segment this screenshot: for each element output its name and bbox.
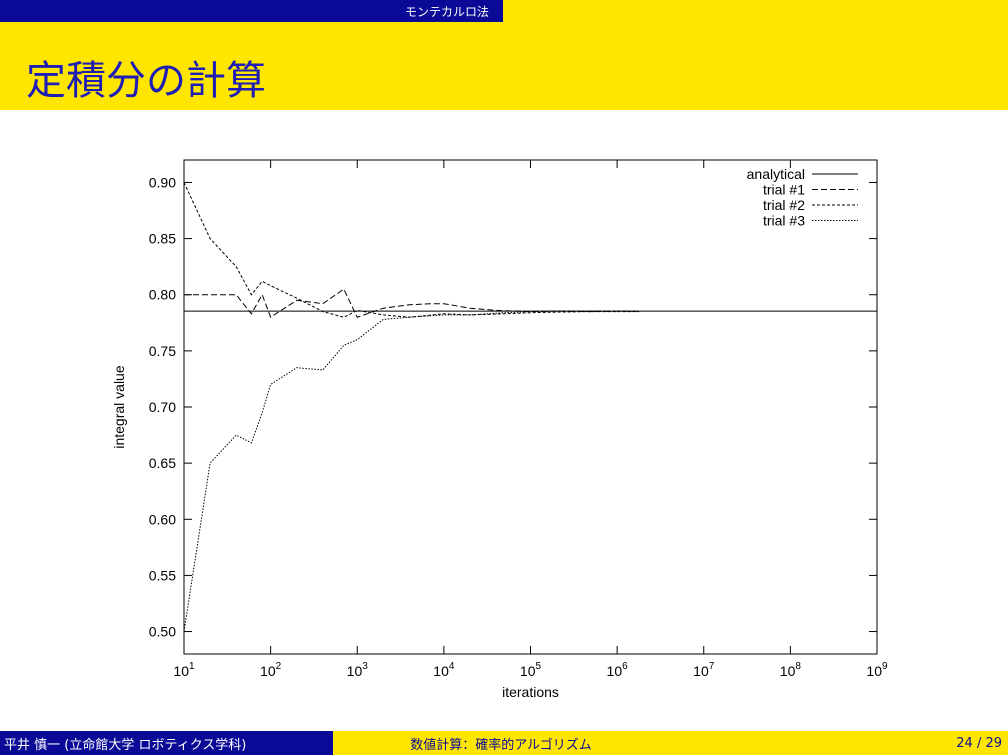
- y-tick-label: 0.80: [149, 287, 176, 303]
- y-tick-label: 0.90: [149, 174, 176, 190]
- x-tick-label: 107: [693, 661, 715, 679]
- series-line-trial-3: [183, 310, 640, 632]
- x-tick-label: 108: [780, 661, 802, 679]
- x-tick-exponent: 9: [882, 661, 888, 672]
- x-tick-label: 102: [260, 661, 282, 679]
- page-number: 24 / 29: [956, 735, 1002, 751]
- slide-title: 定積分の計算: [26, 58, 266, 104]
- x-tick-exponent: 7: [709, 661, 715, 672]
- title-bar: 定積分の計算: [0, 22, 1008, 110]
- x-tick-label: 101: [173, 661, 195, 679]
- x-tick-base: 10: [173, 663, 189, 679]
- y-tick-label: 0.70: [149, 399, 176, 415]
- y-tick-labels: 0.50 0.55 0.60 0.65 0.70 0.75 0.80 0.85 0.90: [149, 174, 176, 639]
- series-line-trial-2: [183, 182, 640, 318]
- x-tick-base: 10: [347, 663, 363, 679]
- x-tick-base: 10: [433, 663, 449, 679]
- plot-frame: [183, 159, 878, 655]
- x-tick-label: 105: [520, 661, 542, 679]
- x-tick-exponent: 8: [795, 661, 801, 672]
- legend-label: trial #3: [763, 213, 805, 229]
- series-line-trial-1: [184, 288, 640, 318]
- y-tick-label: 0.60: [149, 511, 176, 527]
- x-tick-label: 106: [607, 661, 629, 679]
- y-tick-label: 0.85: [149, 231, 176, 247]
- series-lines: [183, 182, 877, 632]
- y-tick-label: 0.50: [149, 624, 176, 640]
- legend-label: analytical: [747, 166, 805, 182]
- x-tick-base: 10: [520, 663, 536, 679]
- x-tick-exponent: 2: [276, 661, 282, 672]
- footer-author-box: 平井 慎一 (立命館大学 ロボティクス学科): [0, 731, 333, 755]
- line-chart: 101 102 103 104 105 106 107 108 109 0.500.550.60…: [111, 159, 888, 700]
- x-tick-labels: 101 102 103 104 105 106 107 108 109: [173, 661, 888, 679]
- y-tick-label: 0.75: [149, 343, 176, 359]
- y-axis-label: integral value: [111, 365, 127, 448]
- footer-page-box: 24 / 29: [669, 731, 1008, 755]
- x-tick-exponent: 5: [536, 661, 542, 672]
- footer-subject: 数値計算：確率的アルゴリズム: [410, 737, 592, 753]
- legend-label: trial #1: [763, 182, 805, 198]
- y-tick-marks: [184, 181, 877, 633]
- x-tick-exponent: 1: [189, 661, 195, 672]
- x-tick-exponent: 4: [449, 661, 455, 672]
- x-tick-label: 103: [347, 661, 369, 679]
- x-tick-base: 10: [780, 663, 796, 679]
- y-tick-label: 0.55: [149, 567, 176, 583]
- section-title: モンテカルロ法: [404, 4, 489, 19]
- footer: 平井 慎一 (立命館大学 ロボティクス学科) 数値計算：確率的アルゴリズム 24…: [0, 731, 1008, 755]
- x-tick-base: 10: [693, 663, 709, 679]
- x-tick-base: 10: [866, 663, 882, 679]
- x-tick-label: 109: [866, 661, 888, 679]
- x-tick-label: 104: [433, 661, 455, 679]
- x-axis-label: iterations: [502, 684, 559, 700]
- x-tick-exponent: 6: [622, 661, 628, 672]
- x-tick-base: 10: [260, 663, 276, 679]
- y-tick-label: 0.65: [149, 455, 176, 471]
- section-bar: モンテカルロ法: [0, 0, 503, 22]
- footer-subject-box: 数値計算：確率的アルゴリズム: [333, 731, 669, 755]
- x-tick-exponent: 3: [362, 661, 368, 672]
- legend-label: trial #2: [763, 197, 805, 213]
- x-tick-marks: [183, 160, 878, 654]
- x-tick-base: 10: [607, 663, 623, 679]
- top-bar: モンテカルロ法: [0, 0, 1008, 22]
- footer-author: 平井 慎一 (立命館大学 ロボティクス学科): [4, 737, 247, 753]
